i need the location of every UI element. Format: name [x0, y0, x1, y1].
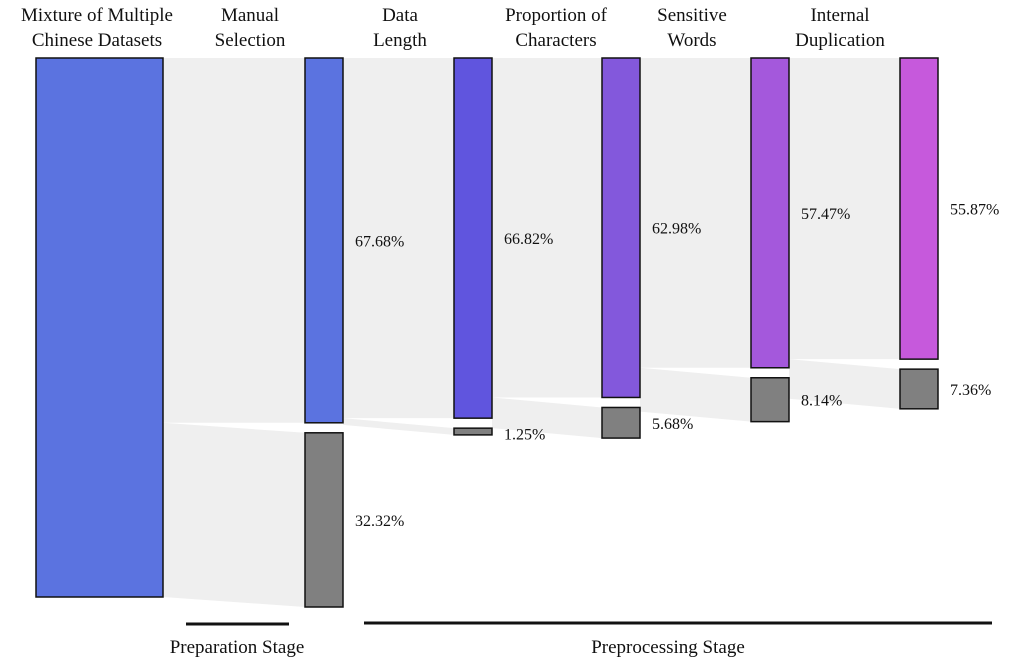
- flows: [163, 58, 900, 607]
- column-label-0-line-0: Mixture of Multiple: [21, 5, 173, 26]
- removed-percent-label-3: 5.68%: [652, 416, 693, 433]
- column-label-0-line-1: Chinese Datasets: [32, 30, 162, 51]
- flow-kept-4: [640, 58, 751, 368]
- removed-percent-label-2: 1.25%: [504, 427, 545, 444]
- kept-percent-label-4: 57.47%: [801, 206, 850, 223]
- flow-kept-2: [343, 58, 454, 419]
- bar-removed-5: [899, 368, 939, 410]
- bar-kept-4: [750, 57, 790, 369]
- flow-removed-1: [163, 422, 305, 607]
- removed-percent-label-4: 8.14%: [801, 393, 842, 410]
- removed-percent-label-5: 7.36%: [950, 382, 991, 399]
- bar-removed-2: [453, 427, 493, 436]
- flow-removed-3: [492, 397, 602, 439]
- column-label-5-line-1: Duplication: [795, 30, 885, 51]
- column-label-4-line-0: Sensitive: [657, 5, 727, 26]
- stage-label-0: Preparation Stage: [170, 637, 305, 658]
- column-label-3-line-1: Characters: [515, 30, 596, 51]
- column-label-4-line-1: Words: [667, 30, 716, 51]
- removed-percent-label-1: 32.32%: [355, 513, 404, 530]
- stage-label-1: Preprocessing Stage: [591, 637, 745, 658]
- bar-removed-1: [304, 432, 344, 608]
- bar-kept-0: [35, 57, 164, 598]
- flow-kept-3: [492, 58, 602, 398]
- flow-removed-2: [343, 418, 454, 435]
- bar-kept-1: [304, 57, 344, 424]
- flow-removed-4: [640, 367, 751, 422]
- bar-kept-3: [601, 57, 641, 399]
- kept-percent-label-3: 62.98%: [652, 221, 701, 238]
- kept-percent-label-5: 55.87%: [950, 202, 999, 219]
- column-label-1-line-0: Manual: [221, 5, 279, 26]
- flow-kept-1: [163, 58, 305, 423]
- bar-removed-4: [750, 377, 790, 423]
- column-label-3-line-0: Proportion of: [505, 5, 608, 26]
- column-labels: Mixture of Multiple Chinese Datasets Manua…: [21, 5, 885, 51]
- flow-kept-5: [789, 58, 900, 360]
- column-label-2-line-0: Data: [382, 5, 418, 26]
- column-label-2-line-1: Length: [373, 30, 427, 51]
- bar-kept-2: [453, 57, 493, 419]
- bar-kept-5: [899, 57, 939, 360]
- kept-percent-label-1: 67.68%: [355, 233, 404, 250]
- column-label-1-line-1: Selection: [215, 30, 286, 51]
- kept-percent-label-2: 66.82%: [504, 231, 553, 248]
- percentage-labels: 67.68% 32.32% 66.82% 1.25% 62.98% 5.68% 57.47%…: [355, 202, 999, 530]
- bars: [35, 57, 939, 608]
- flow-removed-5: [789, 359, 900, 409]
- bar-removed-3: [601, 406, 641, 439]
- column-label-5-line-0: Internal: [810, 5, 869, 26]
- stage-markers: Preparation Stage Preprocessing Stage: [170, 621, 992, 658]
